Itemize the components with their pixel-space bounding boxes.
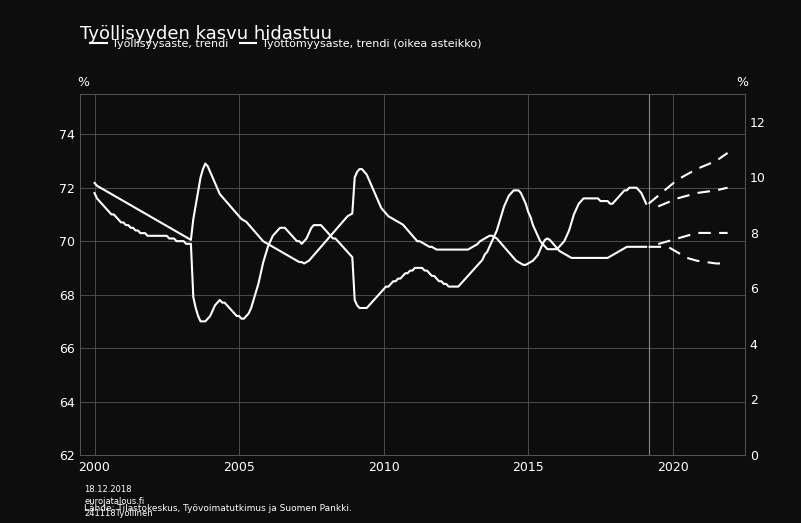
Text: 18.12.2018
eurojatalous.fi
241118Tyollinen: 18.12.2018 eurojatalous.fi 241118Tyollin… <box>84 485 153 518</box>
Text: %: % <box>77 76 89 89</box>
Text: Työllisyyden kasvu hidastuu: Työllisyyden kasvu hidastuu <box>80 25 332 42</box>
Text: Lähde: Tilastokeskus, Työvoimatutkimus ja Suomen Pankki.: Lähde: Tilastokeskus, Työvoimatutkimus j… <box>84 504 352 513</box>
Text: %: % <box>736 76 748 89</box>
Legend: Työllisyysaste, trendi, Työttömyysaste, trendi (oikea asteikko): Työllisyysaste, trendi, Työttömyysaste, … <box>86 35 486 54</box>
